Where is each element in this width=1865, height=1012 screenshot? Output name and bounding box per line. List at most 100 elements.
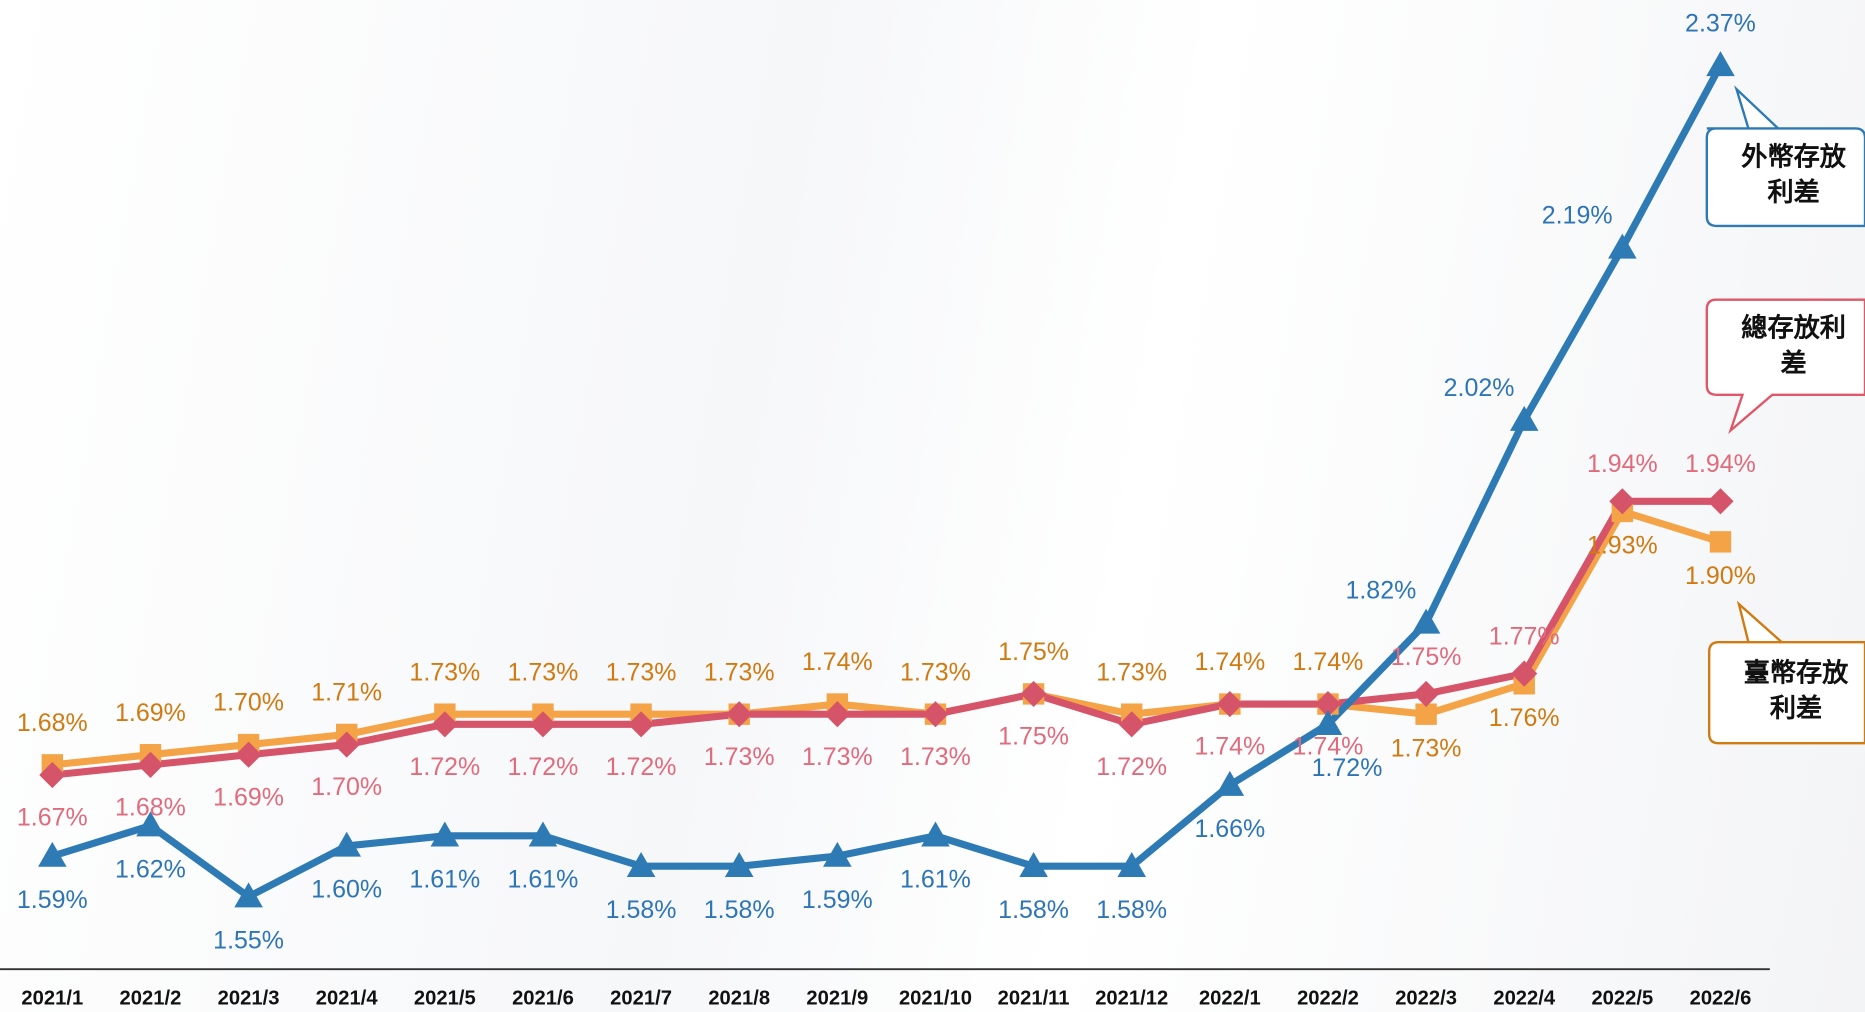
data-label: 1.90% bbox=[1685, 562, 1756, 590]
marker bbox=[234, 882, 263, 908]
marker bbox=[38, 841, 67, 867]
marker bbox=[823, 841, 852, 867]
marker bbox=[1415, 703, 1437, 725]
marker bbox=[1215, 770, 1245, 796]
marker bbox=[332, 831, 361, 857]
series-line bbox=[51, 63, 1724, 901]
data-label: 1.61% bbox=[508, 866, 579, 894]
legend-label: 臺幣存放利差 bbox=[1743, 658, 1849, 725]
x-tick-label: 2021/1 bbox=[21, 987, 83, 1009]
x-tick-label: 2021/3 bbox=[218, 987, 280, 1009]
data-label: 1.70% bbox=[213, 689, 284, 717]
data-label: 1.58% bbox=[704, 896, 775, 924]
data-label: 1.68% bbox=[17, 709, 88, 737]
marker bbox=[1709, 531, 1732, 553]
x-tick-label: 2022/6 bbox=[1690, 987, 1752, 1009]
x-tick-label: 2021/5 bbox=[414, 987, 476, 1009]
marker bbox=[136, 811, 165, 837]
data-label: 1.58% bbox=[998, 896, 1069, 924]
callout-box bbox=[1705, 298, 1865, 435]
x-tick-label: 2021/6 bbox=[512, 987, 574, 1009]
x-tick-label: 2022/5 bbox=[1591, 987, 1653, 1009]
marker bbox=[1707, 488, 1734, 515]
series-line bbox=[51, 507, 1722, 769]
data-label: 1.74% bbox=[802, 648, 873, 676]
data-label: 1.58% bbox=[606, 896, 677, 924]
data-label: 1.73% bbox=[704, 743, 775, 771]
x-tick-label: 2021/2 bbox=[120, 987, 182, 1009]
x-tick-label: 2021/7 bbox=[610, 987, 672, 1009]
marker bbox=[430, 821, 460, 847]
data-label: 1.69% bbox=[115, 699, 186, 727]
data-label: 1.82% bbox=[1345, 577, 1416, 605]
x-tick-label: 2021/8 bbox=[708, 987, 770, 1009]
data-label: 1.73% bbox=[802, 743, 873, 771]
x-tick-label: 2022/1 bbox=[1199, 987, 1261, 1009]
data-label: 1.72% bbox=[1312, 754, 1383, 782]
data-label: 1.71% bbox=[311, 679, 382, 707]
marker bbox=[1509, 405, 1539, 431]
x-tick-label: 2022/3 bbox=[1395, 987, 1457, 1009]
data-label: 2.19% bbox=[1542, 202, 1613, 230]
legend-label: 總存放利差 bbox=[1741, 313, 1846, 380]
data-label: 1.73% bbox=[508, 658, 579, 686]
data-label: 1.72% bbox=[1096, 753, 1167, 781]
data-label: 1.73% bbox=[704, 658, 775, 686]
marker bbox=[1117, 851, 1146, 877]
x-tick-label: 2021/10 bbox=[899, 987, 972, 1009]
marker bbox=[1706, 51, 1735, 77]
data-label: 2.37% bbox=[1685, 10, 1756, 38]
x-tick-label: 2021/12 bbox=[1095, 987, 1168, 1009]
data-label: 1.73% bbox=[1391, 734, 1462, 762]
marker bbox=[333, 731, 360, 758]
data-label: 1.73% bbox=[409, 658, 480, 686]
data-label: 1.76% bbox=[1489, 704, 1560, 732]
data-label: 1.74% bbox=[1293, 648, 1364, 676]
x-tick-label: 2021/11 bbox=[998, 987, 1070, 1009]
data-label: 1.69% bbox=[213, 783, 284, 811]
data-label: 1.59% bbox=[17, 886, 88, 914]
x-tick-label: 2022/4 bbox=[1493, 987, 1556, 1009]
marker bbox=[1019, 851, 1048, 877]
marker bbox=[137, 751, 164, 778]
marker bbox=[626, 851, 656, 877]
marker bbox=[1118, 711, 1145, 738]
data-label: 1.72% bbox=[508, 753, 579, 781]
series-line bbox=[51, 497, 1721, 779]
data-label: 1.74% bbox=[1293, 733, 1364, 761]
marker bbox=[1313, 710, 1343, 736]
data-label: 1.66% bbox=[1194, 815, 1265, 843]
marker bbox=[1608, 233, 1637, 259]
data-label: 1.72% bbox=[606, 753, 677, 781]
callout-box bbox=[1705, 85, 1865, 228]
data-label: 1.93% bbox=[1587, 532, 1658, 560]
data-label: 1.75% bbox=[1391, 643, 1462, 671]
data-label: 1.67% bbox=[17, 804, 88, 832]
marker bbox=[1609, 488, 1636, 515]
data-label: 1.59% bbox=[802, 886, 873, 914]
data-label: 1.74% bbox=[1194, 648, 1265, 676]
marker bbox=[724, 851, 754, 877]
data-label: 1.94% bbox=[1587, 450, 1658, 478]
data-label: 1.61% bbox=[900, 866, 971, 894]
marker bbox=[1411, 608, 1441, 634]
data-label: 1.62% bbox=[115, 855, 186, 883]
data-label: 1.77% bbox=[1489, 623, 1560, 651]
marker bbox=[39, 761, 66, 789]
data-label: 1.73% bbox=[606, 658, 677, 686]
marker bbox=[1314, 690, 1342, 718]
x-tick-label: 2022/2 bbox=[1297, 987, 1359, 1009]
legend-label: 外幣存放利差 bbox=[1741, 142, 1846, 209]
x-tick-label: 2021/4 bbox=[316, 987, 379, 1009]
marker bbox=[528, 821, 558, 847]
data-label: 1.94% bbox=[1685, 450, 1756, 478]
x-tick-label: 2021/9 bbox=[806, 987, 868, 1009]
data-label: 1.73% bbox=[900, 658, 971, 686]
data-label: 1.72% bbox=[409, 753, 480, 781]
data-label: 1.58% bbox=[1096, 896, 1167, 924]
data-label: 1.75% bbox=[998, 723, 1069, 751]
marker bbox=[921, 821, 950, 847]
data-label: 1.60% bbox=[311, 876, 382, 904]
